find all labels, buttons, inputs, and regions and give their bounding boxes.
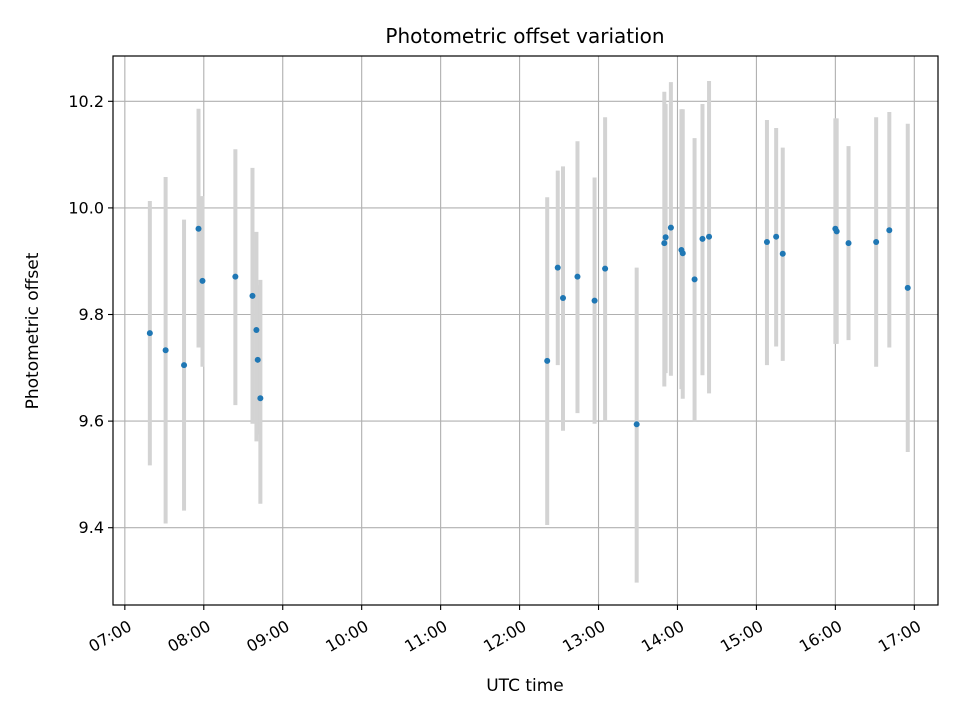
data-point [254, 356, 261, 363]
y-tick-label: 10.2 [68, 92, 104, 111]
error-bars [147, 81, 910, 583]
plot-frame [112, 55, 939, 606]
data-point [560, 294, 566, 301]
data-point [904, 284, 911, 291]
x-tick-label: 12:00 [480, 616, 529, 656]
data-point [633, 421, 640, 428]
data-point [667, 224, 674, 231]
data-point [181, 362, 188, 369]
data-point [833, 228, 840, 235]
data-point [591, 297, 598, 304]
x-tick-label: 10:00 [322, 616, 371, 656]
data-points [146, 224, 911, 428]
data-point [873, 239, 880, 246]
x-tick-label: 16:00 [796, 616, 845, 656]
y-tick-label: 9.8 [79, 305, 104, 324]
data-point [232, 273, 239, 280]
data-point [763, 239, 770, 246]
x-tick-label: 15:00 [717, 616, 766, 656]
data-point [146, 330, 153, 337]
x-tick-label: 09:00 [243, 616, 292, 656]
data-point [199, 277, 206, 284]
data-point [773, 233, 780, 240]
data-point [574, 273, 581, 280]
x-tick-label: 08:00 [164, 616, 213, 656]
data-point [662, 234, 669, 241]
x-tick-label: 07:00 [85, 616, 134, 656]
data-point [706, 233, 713, 240]
data-point [661, 240, 668, 247]
y-axis-label: Photometric offset [23, 252, 43, 409]
grid-lines [113, 56, 938, 605]
y-tick-label: 9.6 [79, 412, 104, 431]
data-point [845, 240, 852, 247]
y-axis: 9.4 9.6 9.8 10.0 10.2 [68, 92, 113, 537]
data-point [699, 235, 706, 242]
data-point [195, 225, 202, 232]
data-point [886, 227, 893, 234]
data-point [691, 276, 698, 283]
x-tick-label: 11:00 [401, 616, 450, 656]
chart-title: Photometric offset variation [385, 24, 664, 48]
data-point [257, 395, 264, 402]
data-point [554, 264, 561, 271]
data-point [679, 250, 686, 257]
data-point [162, 347, 169, 354]
data-point [253, 326, 260, 333]
y-tick-label: 9.4 [79, 518, 104, 537]
x-tick-label: 17:00 [875, 616, 924, 656]
y-tick-label: 10.0 [68, 198, 104, 217]
x-tick-label: 14:00 [638, 616, 687, 656]
x-axis: 07:00 08:00 09:00 10:00 11:00 12:00 13:00 14:00… [85, 605, 924, 656]
data-point [249, 292, 256, 299]
x-tick-label: 13:00 [559, 616, 608, 656]
data-point [602, 265, 609, 272]
x-axis-label: UTC time [486, 676, 564, 696]
data-point [544, 357, 551, 364]
data-point [779, 250, 786, 257]
